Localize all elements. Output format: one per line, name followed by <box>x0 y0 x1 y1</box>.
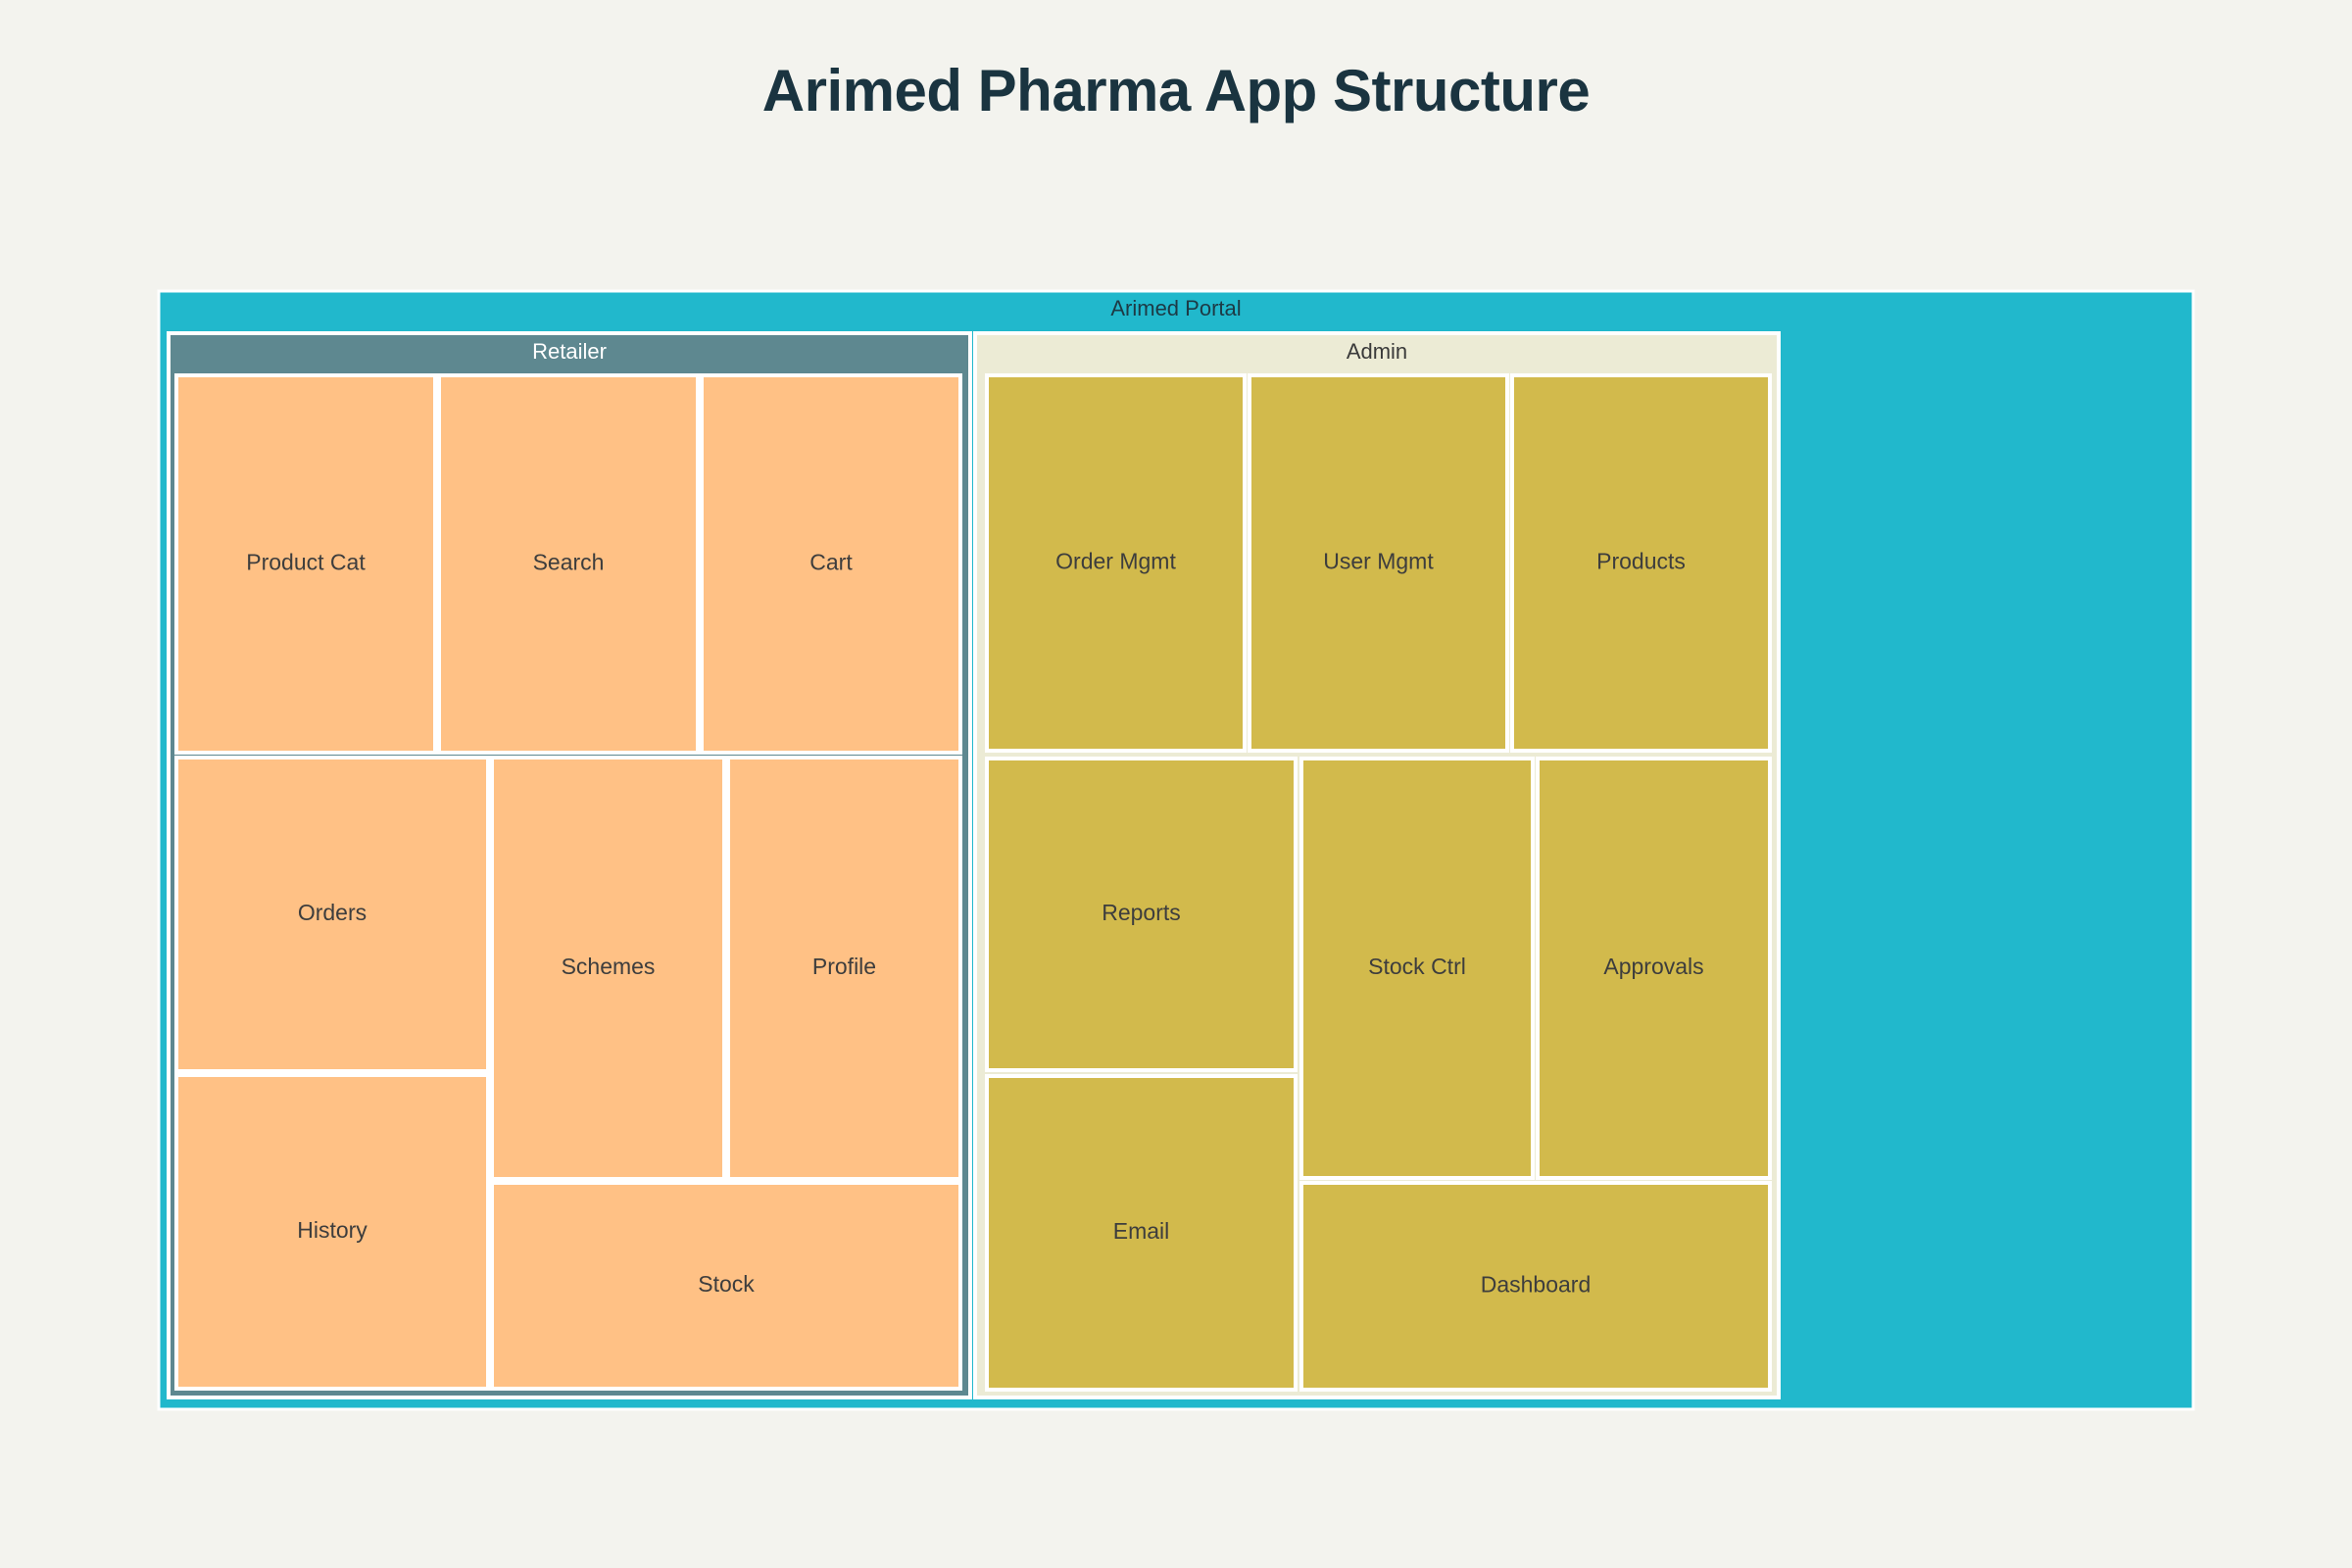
treemap-leaf-stock[interactable] <box>490 1181 962 1391</box>
treemap-leaf-order-mgmt[interactable] <box>985 373 1247 753</box>
treemap-leaf-cart[interactable] <box>700 373 962 755</box>
treemap-leaf-search[interactable] <box>437 373 700 755</box>
treemap-leaf-user-mgmt[interactable] <box>1248 373 1509 753</box>
treemap-leaf-label-dashboard: Dashboard <box>1481 1272 1592 1298</box>
treemap-leaf-profile[interactable] <box>726 756 962 1181</box>
treemap-leaf-label-email: Email <box>1113 1218 1170 1244</box>
treemap-leaf-label-schemes: Schemes <box>562 954 656 979</box>
treemap-leaf-label-history: History <box>297 1217 368 1243</box>
treemap-leaf-label-stock-ctrl: Stock Ctrl <box>1368 954 1466 979</box>
treemap-leaf-label-user-mgmt: User Mgmt <box>1323 549 1434 574</box>
treemap-leaf-label-approvals: Approvals <box>1603 954 1703 979</box>
treemap-leaf-label-reports: Reports <box>1102 900 1181 925</box>
treemap-group-label-retailer: Retailer <box>532 339 607 364</box>
treemap-leaf-products[interactable] <box>1510 373 1772 753</box>
treemap-group-label-admin: Admin <box>1347 339 1407 364</box>
treemap-leaf-orders[interactable] <box>174 756 490 1073</box>
treemap-leaf-dashboard[interactable] <box>1299 1181 1772 1392</box>
treemap-leaf-label-search: Search <box>533 550 605 575</box>
treemap-leaf-product-cat[interactable] <box>174 373 437 755</box>
treemap-leaf-label-order-mgmt: Order Mgmt <box>1055 549 1176 574</box>
treemap-leaf-history[interactable] <box>174 1073 490 1391</box>
treemap-leaf-reports[interactable] <box>985 757 1298 1072</box>
treemap-leaf-label-product-cat: Product Cat <box>246 550 366 575</box>
treemap-root-label: Arimed Portal <box>1110 296 1241 320</box>
treemap-leaf-label-products: Products <box>1596 549 1686 574</box>
chart-title: Arimed Pharma App Structure <box>761 58 1591 123</box>
treemap-leaf-label-orders: Orders <box>298 900 367 925</box>
treemap-leaf-label-stock: Stock <box>698 1271 755 1297</box>
treemap-leaf-approvals[interactable] <box>1536 757 1772 1180</box>
treemap-leaf-email[interactable] <box>985 1074 1298 1392</box>
treemap-leaf-label-profile: Profile <box>812 954 876 979</box>
treemap-leaf-label-cart: Cart <box>809 550 853 575</box>
treemap-leaf-stock-ctrl[interactable] <box>1299 757 1535 1180</box>
treemap-leaf-schemes[interactable] <box>490 756 726 1181</box>
